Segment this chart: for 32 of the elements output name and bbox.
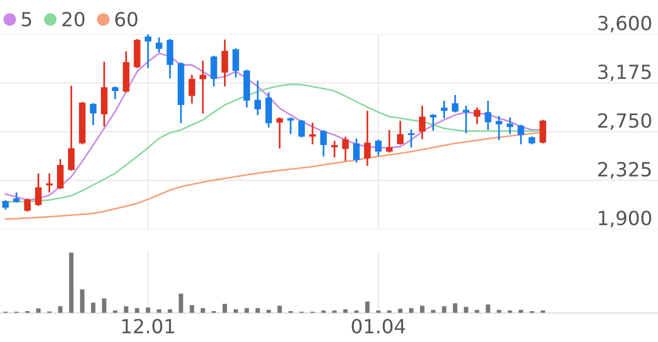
bar [222,304,228,313]
bar [398,308,402,313]
legend-label: 20 [62,12,84,27]
bar [420,306,424,313]
bar [409,308,414,313]
legend-label: 60 [115,12,138,27]
bar [244,308,249,313]
bar [124,306,128,313]
y-tick-label: 3,175 [598,64,651,82]
y-tick-label: 3,600 [598,16,652,32]
bar [256,308,260,313]
bar [178,294,184,313]
legend-label: 5 [22,12,32,27]
bar [190,305,194,313]
bar [277,306,282,313]
bar [36,308,41,313]
bar [91,302,96,313]
bar [365,301,370,313]
x-tick-label: 12.01 [122,318,174,334]
bar [452,303,458,313]
bar [102,298,106,313]
bar [200,308,206,313]
bar [442,306,446,313]
y-tick-label: 2,325 [598,162,651,179]
y-tick-label: 2,750 [598,113,652,130]
bar [464,306,468,313]
bar [134,308,140,313]
x-tick-label: 01.04 [352,318,406,334]
bar [69,252,74,313]
bar [58,306,63,313]
y-tick-label: 1,900 [598,210,652,228]
bar [80,289,84,313]
